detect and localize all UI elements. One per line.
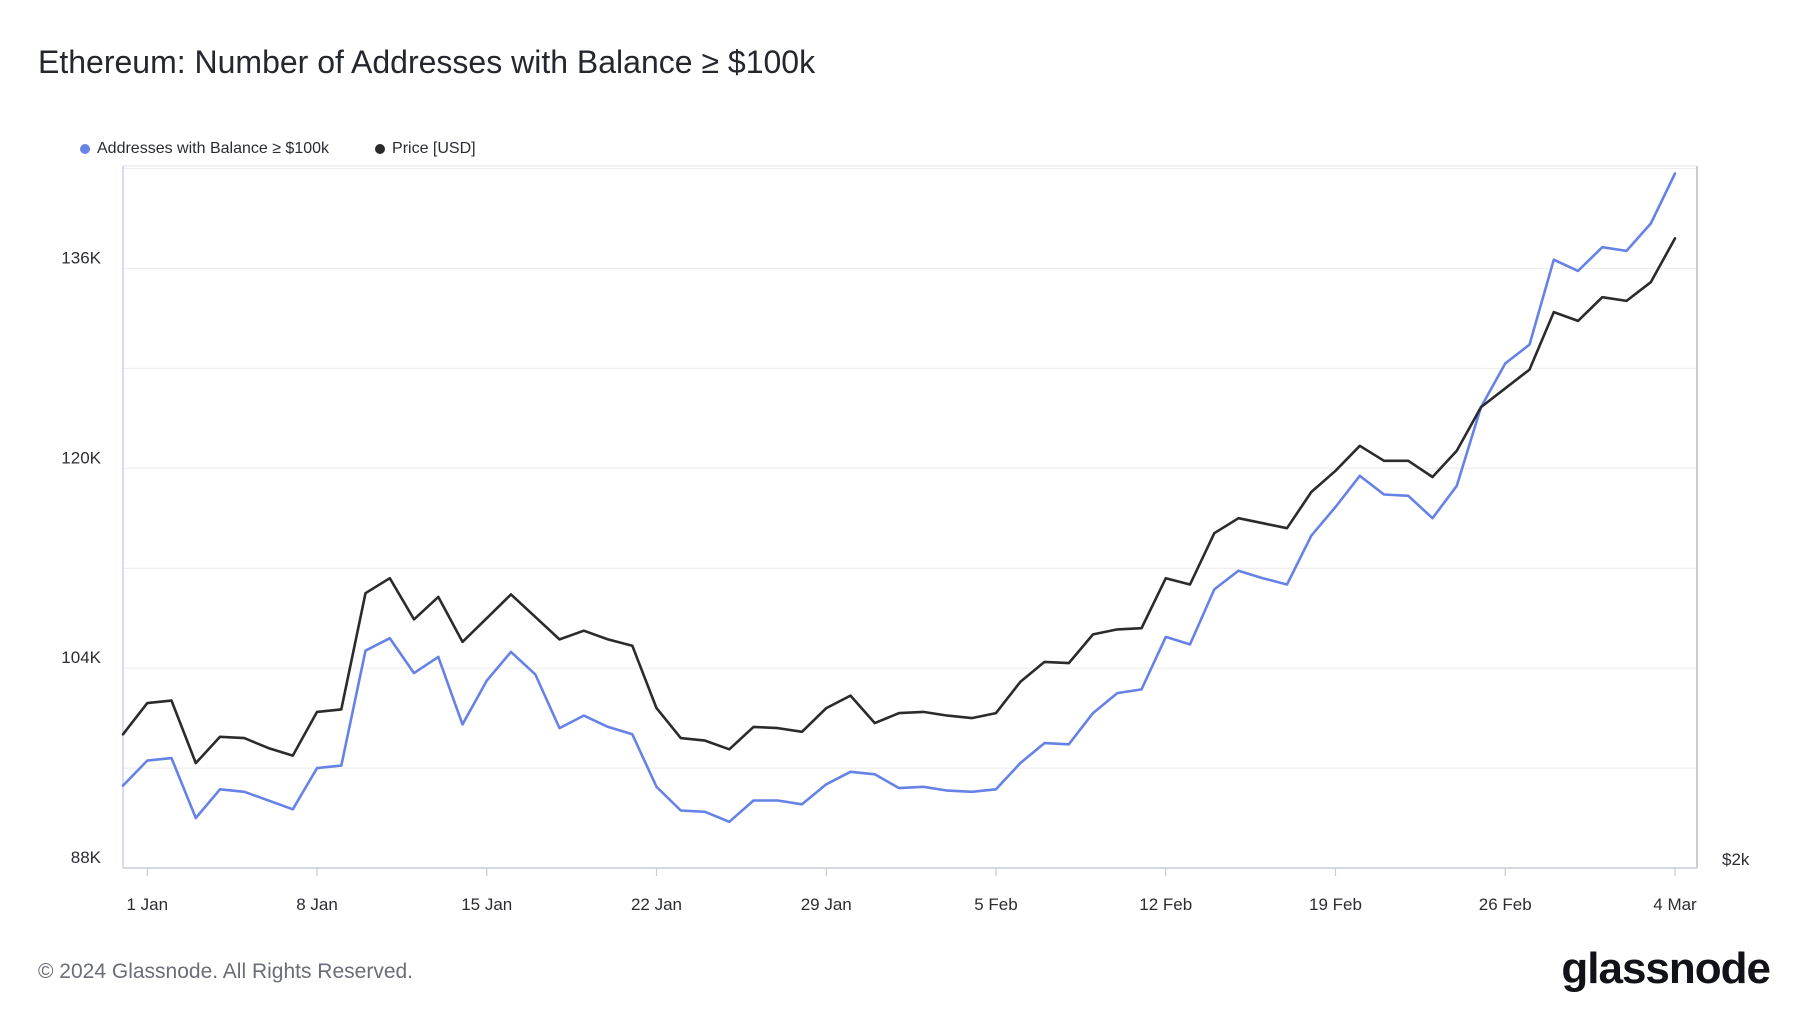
right-y-tick-label: $2k xyxy=(1722,850,1750,869)
x-tick-label: 4 Mar xyxy=(1653,895,1697,914)
chart-title: Ethereum: Number of Addresses with Balan… xyxy=(38,44,816,80)
x-tick-label: 26 Feb xyxy=(1479,895,1532,914)
y-tick-label: 120K xyxy=(61,448,101,467)
brand-logo: glassnode xyxy=(1561,944,1771,993)
legend-dot-icon xyxy=(375,144,386,154)
y-tick-label: 104K xyxy=(61,648,101,667)
chart-legend: Addresses with Balance ≥ $100k Price [US… xyxy=(80,140,476,158)
x-tick-label: 19 Feb xyxy=(1309,895,1362,914)
x-tick-label: 15 Jan xyxy=(461,895,512,914)
legend-dot-icon xyxy=(80,144,90,154)
copyright-notice: © 2024 Glassnode. All Rights Reserved. xyxy=(38,960,414,983)
price-series-line[interactable] xyxy=(121,237,1677,765)
y-tick-label: 88K xyxy=(71,848,102,867)
legend-item-price[interactable]: Price [USD] xyxy=(375,140,476,158)
x-tick-label: 8 Jan xyxy=(296,895,338,914)
legend-item-addresses[interactable]: Addresses with Balance ≥ $100k xyxy=(80,140,329,158)
legend-label: Addresses with Balance ≥ $100k xyxy=(97,140,330,157)
x-tick-label: 1 Jan xyxy=(126,895,168,914)
y-tick-label: 136K xyxy=(61,248,101,267)
legend-label: Price [USD] xyxy=(392,140,476,157)
addresses-series-line[interactable] xyxy=(121,172,1677,824)
x-tick-label: 5 Feb xyxy=(974,895,1017,914)
x-tick-label: 29 Jan xyxy=(801,895,852,914)
x-tick-label: 22 Jan xyxy=(631,895,682,914)
x-tick-label: 12 Feb xyxy=(1139,895,1192,914)
